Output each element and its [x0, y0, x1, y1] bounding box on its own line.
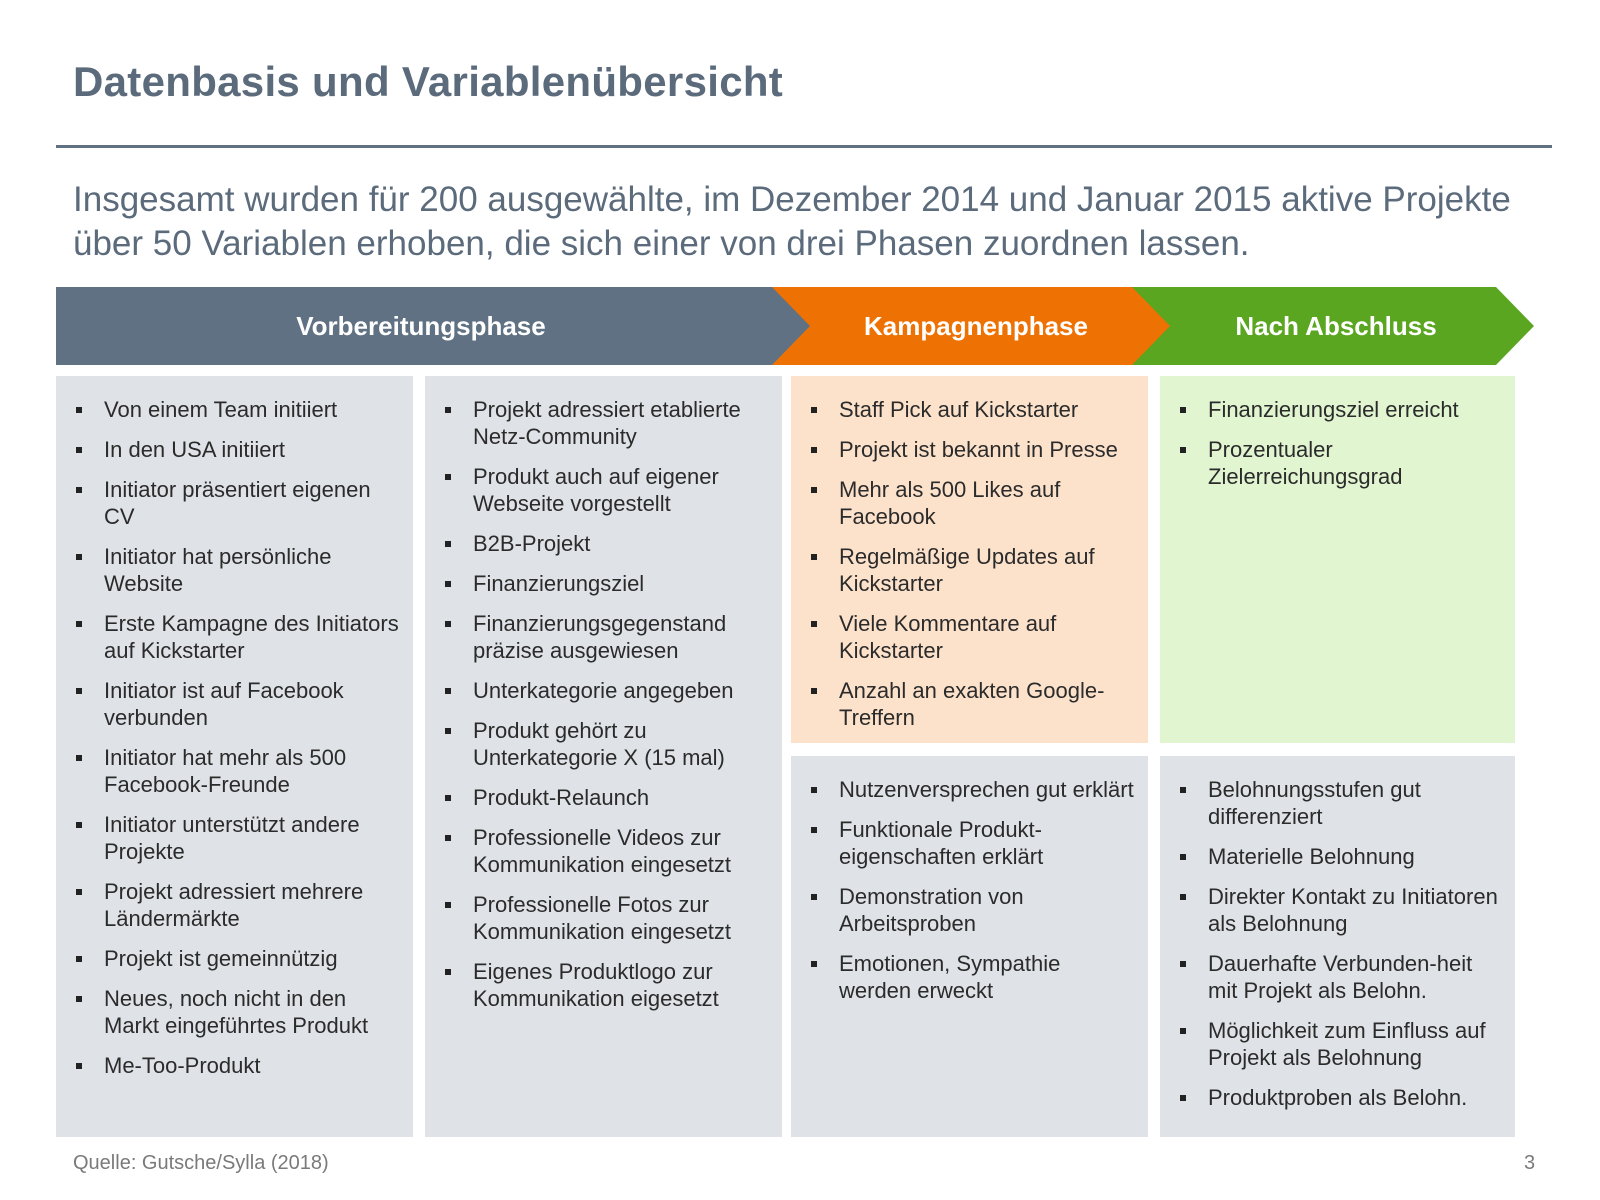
phase-arrow-campaign: [772, 287, 1182, 365]
list-item: Professionelle Videos zur Kommunikation …: [443, 824, 772, 878]
prep-column-1: Von einem Team initiiert In den USA initi…: [56, 376, 413, 1137]
list-item: Produkt-Relaunch: [443, 784, 772, 811]
list-item: Materielle Belohnung: [1178, 843, 1505, 870]
list-item: Unterkategorie angegeben: [443, 677, 772, 704]
list-item: Finanzierungsziel: [443, 570, 772, 597]
campaign-column-bottom: Nutzenversprechen gut erklärt Funktionale…: [791, 756, 1148, 1137]
list-item: Nutzenversprechen gut erklärt: [809, 776, 1138, 803]
campaign-column-top: Staff Pick auf Kickstarter Projekt ist be…: [791, 376, 1148, 743]
list-item: Staff Pick auf Kickstarter: [809, 396, 1138, 423]
list-item: Finanzierungsgegenstand präzise ausgewie…: [443, 610, 772, 664]
list-item: Professionelle Fotos zur Kommunikation e…: [443, 891, 772, 945]
prep-column-2: Projekt adressiert etablierte Netz-Commu…: [425, 376, 782, 1137]
list-item: Initiator unterstützt andere Projekte: [74, 811, 403, 865]
list-item: Anzahl an exakten Google-Treffern: [809, 677, 1138, 731]
list-item: Viele Kommentare auf Kickstarter: [809, 610, 1138, 664]
list-item: Demonstration von Arbeitsproben: [809, 883, 1138, 937]
bullet-list: Von einem Team initiiert In den USA initi…: [74, 396, 403, 1079]
list-item: Projekt ist gemeinnützig: [74, 945, 403, 972]
list-item: Neues, noch nicht in den Markt eingeführ…: [74, 985, 403, 1039]
list-item: Initiator ist auf Facebook verbunden: [74, 677, 403, 731]
phase-arrow-shapes: [56, 287, 1534, 365]
list-item: Direkter Kontakt zu Initiatoren als Belo…: [1178, 883, 1505, 937]
list-item: Eigenes Produktlogo zur Kommunikation ei…: [443, 958, 772, 1012]
title-divider: [56, 145, 1552, 148]
list-item: Prozentualer Zielerreichungsgrad: [1178, 436, 1505, 490]
list-item: B2B-Projekt: [443, 530, 772, 557]
list-item: Finanzierungsziel erreicht: [1178, 396, 1505, 423]
after-column-bottom: Belohnungsstufen gut differenziert Materi…: [1160, 756, 1515, 1137]
bullet-list: Projekt adressiert etablierte Netz-Commu…: [443, 396, 772, 1012]
list-item: Projekt adressiert mehrere Ländermärkte: [74, 878, 403, 932]
bullet-list: Nutzenversprechen gut erklärt Funktionale…: [809, 776, 1138, 1004]
list-item: Funktionale Produkt-eigenschaften erklär…: [809, 816, 1138, 870]
phase-arrows: Vorbereitungsphase Kampagnenphase Nach A…: [56, 287, 1556, 365]
phase-label-campaign: Kampagnenphase: [864, 311, 1088, 341]
source-note: Quelle: Gutsche/Sylla (2018): [73, 1152, 329, 1174]
slide-subtitle: Insgesamt wurden für 200 ausgewählte, im…: [73, 180, 1511, 263]
list-item: Dauerhafte Verbunden-heit mit Projekt al…: [1178, 950, 1505, 1004]
phase-arrow-prep: [56, 287, 824, 365]
list-item: Regelmäßige Updates auf Kickstarter: [809, 543, 1138, 597]
list-item: Projekt ist bekannt in Presse: [809, 436, 1138, 463]
phase-label-after: Nach Abschluss: [1235, 311, 1437, 341]
list-item: Produkt auch auf eigener Webseite vorges…: [443, 463, 772, 517]
after-column-top: Finanzierungsziel erreicht Prozentualer Z…: [1160, 376, 1515, 743]
list-item: Erste Kampagne des Initiators auf Kickst…: [74, 610, 403, 664]
bullet-list: Staff Pick auf Kickstarter Projekt ist be…: [809, 396, 1138, 731]
slide-title: Datenbasis und Variablenübersicht: [73, 58, 784, 105]
list-item: Projekt adressiert etablierte Netz-Commu…: [443, 396, 772, 450]
list-item: Produktproben als Belohn.: [1178, 1084, 1505, 1111]
list-item: Me-Too-Produkt: [74, 1052, 403, 1079]
list-item: Initiator hat mehr als 500 Facebook-Freu…: [74, 744, 403, 798]
list-item: In den USA initiiert: [74, 436, 403, 463]
list-item: Emotionen, Sympathie werden erweckt: [809, 950, 1138, 1004]
list-item: Initiator hat persönliche Website: [74, 543, 403, 597]
list-item: Mehr als 500 Likes auf Facebook: [809, 476, 1138, 530]
bullet-list: Finanzierungsziel erreicht Prozentualer Z…: [1178, 396, 1505, 490]
list-item: Von einem Team initiiert: [74, 396, 403, 423]
list-item: Belohnungsstufen gut differenziert: [1178, 776, 1505, 830]
page-number: 3: [1524, 1152, 1536, 1174]
bullet-list: Belohnungsstufen gut differenziert Materi…: [1178, 776, 1505, 1111]
phase-label-prep: Vorbereitungsphase: [296, 311, 546, 341]
list-item: Initiator präsentiert eigenen CV: [74, 476, 403, 530]
phase-arrow-after: [1132, 287, 1534, 365]
list-item: Produkt gehört zu Unterkategorie X (15 m…: [443, 717, 772, 771]
list-item: Möglichkeit zum Einfluss auf Projekt als…: [1178, 1017, 1505, 1071]
